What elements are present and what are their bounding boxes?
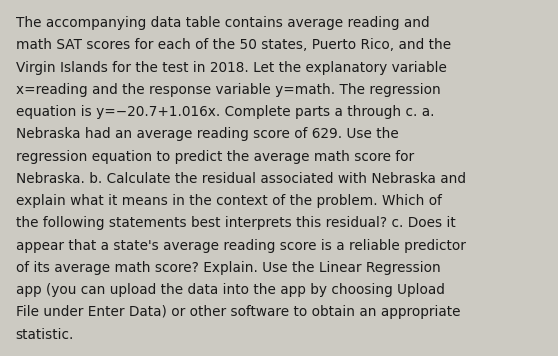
Text: regression equation to predict the average math score for: regression equation to predict the avera… — [16, 150, 413, 163]
Text: Nebraska had an average reading score of 629. Use the: Nebraska had an average reading score of… — [16, 127, 398, 141]
Text: explain what it means in the context of the problem. Which of: explain what it means in the context of … — [16, 194, 441, 208]
Text: appear that a state's average reading score is a reliable predictor: appear that a state's average reading sc… — [16, 239, 465, 252]
Text: Virgin Islands for the test in 2018. Let the explanatory variable: Virgin Islands for the test in 2018. Let… — [16, 61, 446, 74]
Text: the following statements best interprets this​ residual? c. Does it: the following statements best interprets… — [16, 216, 455, 230]
Text: The accompanying data table contains average reading and: The accompanying data table contains ave… — [16, 16, 429, 30]
Text: statistic.: statistic. — [16, 328, 74, 341]
Text: x=reading and the response variable y=math. The regression: x=reading and the response variable y=ma… — [16, 83, 440, 97]
Text: app (you can upload the data into the app by choosing Upload: app (you can upload the data into the ap… — [16, 283, 445, 297]
Text: equation is y=−20.7+1.016x. Complete parts a through c. a.: equation is y=−20.7+1.016x. Complete par… — [16, 105, 434, 119]
Text: Nebraska. b. Calculate the residual associated with Nebraska and: Nebraska. b. Calculate the residual asso… — [16, 172, 465, 186]
Text: File under Enter​ Data) or other software to obtain an appropriate: File under Enter​ Data) or other softwar… — [16, 305, 460, 319]
Text: of its average math​ score? Explain. Use the Linear Regression: of its average math​ score? Explain. Use… — [16, 261, 440, 275]
Text: math SAT scores for each of the 50​ states, Puerto​ Rico, and the: math SAT scores for each of the 50​ stat… — [16, 38, 451, 52]
